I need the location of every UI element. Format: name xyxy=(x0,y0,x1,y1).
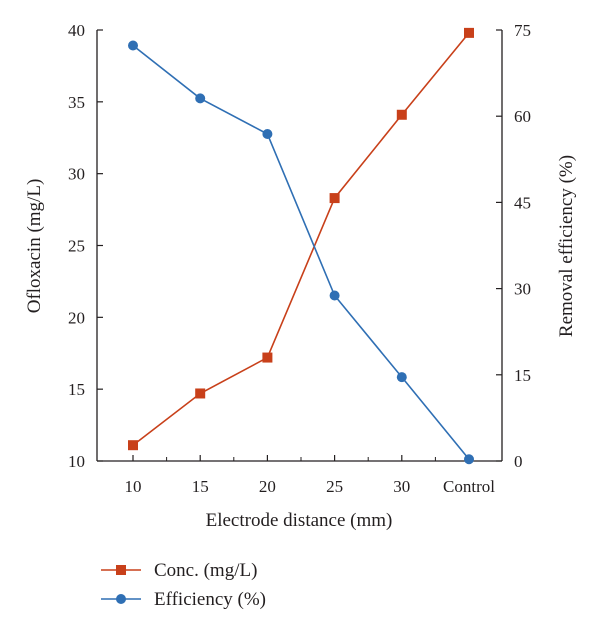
conc-series-point xyxy=(329,193,340,204)
x-tick-label: 25 xyxy=(326,477,343,496)
legend-efficiency-label: Efficiency (%) xyxy=(154,589,266,610)
x-axis-title: Electrode distance (mm) xyxy=(206,510,393,531)
right-y-tick-label: 45 xyxy=(514,193,531,212)
conc-series-point xyxy=(262,352,273,363)
ticks: 10 15 20 25 30 35 40 0 15 30 45 60 75 10 15 20 25 30 Contr… xyxy=(68,21,531,496)
conc-series-line xyxy=(132,32,470,446)
legend-efficiency-marker xyxy=(116,594,126,604)
left-y-axis-title: Ofloxacin (mg/L) xyxy=(24,179,45,314)
right-y-tick-label: 75 xyxy=(514,21,531,40)
efficiency-series-point xyxy=(128,40,138,51)
efficiency-series-point xyxy=(396,372,407,383)
x-tick-label: 15 xyxy=(192,477,209,496)
right-y-tick-label: 15 xyxy=(514,366,531,385)
left-y-tick-label: 20 xyxy=(68,308,85,327)
left-y-tick-label: 10 xyxy=(68,452,85,471)
legend-conc-marker xyxy=(116,565,126,575)
conc-series-point xyxy=(396,109,407,120)
efficiency-series-line xyxy=(132,44,470,460)
right-y-tick-label: 0 xyxy=(514,452,523,471)
left-y-tick-label: 40 xyxy=(68,21,85,40)
right-y-tick-label: 60 xyxy=(514,107,531,126)
conc-series-point xyxy=(128,440,138,451)
series-group xyxy=(128,27,474,465)
efficiency-series-point xyxy=(262,129,273,140)
x-tick-label: 10 xyxy=(125,477,142,496)
x-tick-label: 30 xyxy=(393,477,410,496)
right-y-axis-title: Removal efficiency (%) xyxy=(556,155,577,337)
legend-conc-label: Conc. (mg/L) xyxy=(154,560,257,581)
left-y-tick-label: 25 xyxy=(68,237,85,256)
x-tick-label: Control xyxy=(443,477,495,496)
efficiency-series-point xyxy=(195,93,206,104)
left-y-tick-label: 35 xyxy=(68,93,85,112)
right-y-tick-label: 30 xyxy=(514,280,531,299)
conc-series-point xyxy=(195,388,206,399)
left-y-tick-label: 30 xyxy=(68,165,85,184)
x-tick-label: 20 xyxy=(259,477,276,496)
efficiency-series-point xyxy=(464,454,474,465)
legend: Conc. (mg/L) Efficiency (%) xyxy=(101,560,266,610)
conc-series-point xyxy=(464,27,474,38)
left-y-tick-label: 15 xyxy=(68,380,85,399)
axes xyxy=(96,30,503,462)
efficiency-series-point xyxy=(329,290,340,301)
